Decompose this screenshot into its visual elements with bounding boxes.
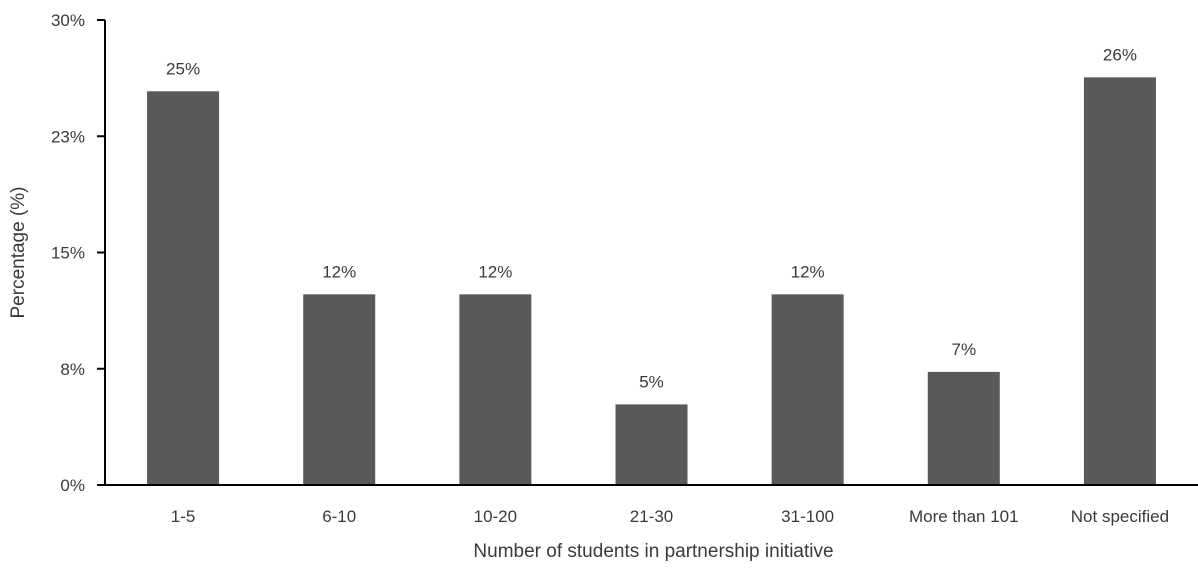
y-tick-label: 8% — [60, 360, 85, 379]
bar-data-label: 12% — [322, 262, 356, 281]
x-tick-label: 6-10 — [322, 507, 356, 526]
bar — [771, 294, 844, 485]
bar — [1083, 77, 1156, 485]
bar — [615, 404, 688, 485]
bar-data-label: 12% — [478, 262, 512, 281]
bar — [147, 91, 220, 486]
x-tick-label: 31-100 — [781, 507, 834, 526]
y-axis-title: Percentage (%) — [8, 186, 29, 318]
y-tick-label: 15% — [51, 244, 85, 263]
x-tick-label: 10-20 — [474, 507, 517, 526]
bar-data-label: 12% — [791, 262, 825, 281]
y-tick-label: 30% — [51, 11, 85, 30]
x-axis-ticks: 1-5 6-10 10-20 21-30 31-100 More than 101 Not … — [171, 507, 1169, 526]
bar-data-label: 5% — [639, 372, 664, 391]
bar — [303, 294, 376, 485]
bar-data-label: 26% — [1103, 45, 1137, 64]
x-axis-title: Number of students in partnership initia… — [473, 541, 833, 562]
bar — [927, 371, 1000, 485]
x-tick-label: More than 101 — [909, 507, 1019, 526]
bars — [147, 77, 1156, 486]
data-labels: 25% 12% 12% 5% 12% 7% 26% — [166, 45, 1137, 391]
y-tick-label: 0% — [60, 476, 85, 495]
x-tick-label: 1-5 — [171, 507, 196, 526]
y-tick-label: 23% — [51, 127, 85, 146]
y-axis-ticks: 0% 8% 15% 23% 30% — [51, 11, 105, 495]
x-tick-label: Not specified — [1071, 507, 1169, 526]
bar-data-label: 25% — [166, 59, 200, 78]
bar — [459, 294, 532, 485]
bar-data-label: 7% — [951, 340, 976, 359]
x-tick-label: 21-30 — [630, 507, 673, 526]
